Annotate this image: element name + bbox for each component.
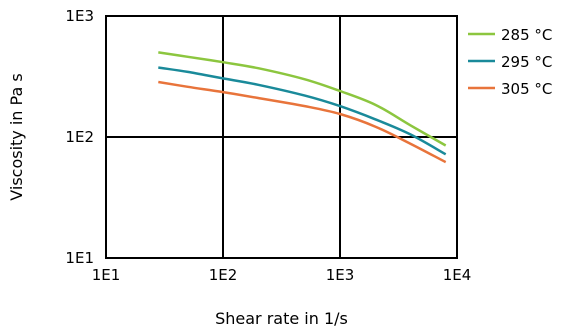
legend-label: 295 °C <box>501 53 552 71</box>
x-tick-label: 1E3 <box>326 266 355 284</box>
x-tick-label: 1E2 <box>209 266 238 284</box>
series-line <box>158 80 447 164</box>
y-tick-label: 1E1 <box>65 249 94 267</box>
x-axis-title: Shear rate in 1/s <box>215 309 348 328</box>
legend-label: 285 °C <box>501 26 552 44</box>
legend: 285 °C 295 °C 305 °C <box>468 26 552 98</box>
plot-frame <box>105 15 458 259</box>
series-lines <box>158 51 447 164</box>
y-tick-label: 1E3 <box>65 7 94 25</box>
tick-labels: 1E1 1E2 1E3 1E4 1E1 1E2 1E3 <box>65 7 471 284</box>
x-tick-label: 1E1 <box>92 266 121 284</box>
y-tick-label: 1E2 <box>65 128 94 146</box>
legend-label: 305 °C <box>501 80 552 98</box>
series-line <box>158 66 447 156</box>
y-axis-title: Viscosity in Pa s <box>7 73 26 200</box>
x-tick-label: 1E4 <box>443 266 472 284</box>
series-line <box>158 51 447 147</box>
